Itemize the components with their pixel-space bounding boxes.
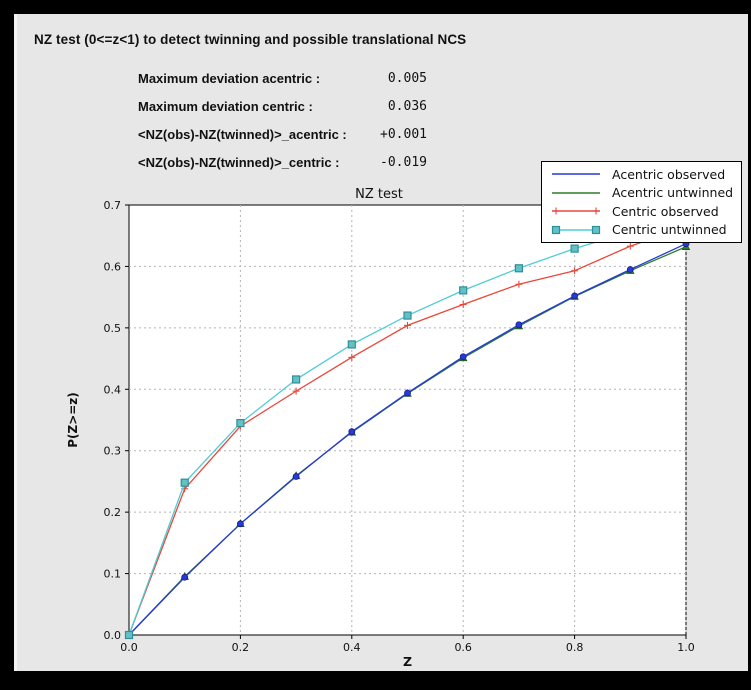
legend-label: Centric untwinned <box>612 222 727 238</box>
marker <box>571 292 578 300</box>
stat-label: Maximum deviation centric : <box>138 99 313 114</box>
series-acentric-observed <box>125 240 690 639</box>
marker <box>348 428 356 436</box>
x-tick-label: 0.0 <box>120 641 138 654</box>
y-tick-label: 0.6 <box>104 260 122 273</box>
legend-label: Acentric untwinned <box>612 185 734 201</box>
legend-sample-square <box>551 225 601 234</box>
marker <box>181 573 189 581</box>
stat-row: <NZ(obs)-NZ(twinned)>_centric : -0.019 <box>17 155 748 171</box>
axes-area <box>128 204 687 636</box>
y-tick-label: 0.2 <box>104 506 122 519</box>
stat-label: <NZ(obs)-NZ(twinned)>_centric : <box>138 155 340 170</box>
legend-label: Acentric observed <box>612 166 726 182</box>
stat-value: -0.019 <box>380 155 427 170</box>
x-tick-label: 0.8 <box>566 641 584 654</box>
marker <box>180 478 189 487</box>
marker <box>236 520 244 528</box>
stat-row: Maximum deviation centric : 0.036 <box>17 99 748 115</box>
y-tick-label: 0.4 <box>104 383 122 396</box>
x-tick-label: 1.0 <box>677 641 695 654</box>
marker <box>292 375 301 384</box>
legend-sample-triangle <box>552 192 600 194</box>
marker <box>236 418 245 428</box>
page-title: NZ test (0<=z<1) to detect twinning and … <box>34 32 467 47</box>
x-axis-label: Z <box>403 654 412 669</box>
marker <box>551 225 561 234</box>
legend-sample-circle <box>552 173 600 175</box>
stat-row: <NZ(obs)-NZ(twinned)>_acentric : +0.001 <box>17 127 748 143</box>
plot-window: NZ test (0<=z<1) to detect twinning and … <box>14 14 748 671</box>
stat-label: <NZ(obs)-NZ(twinned)>_acentric : <box>138 127 347 142</box>
y-axis-label: P(Z>=z) <box>66 392 80 448</box>
stat-value: +0.001 <box>380 127 427 142</box>
legend-row: Centric observed <box>542 203 741 220</box>
marker <box>124 630 134 640</box>
stat-row: Maximum deviation acentric : 0.005 <box>17 71 748 87</box>
legend-sample-plus <box>552 207 600 215</box>
stat-label: Maximum deviation acentric : <box>138 71 321 86</box>
marker <box>292 473 300 480</box>
y-tick-label: 0.5 <box>104 322 122 335</box>
x-tick-label: 0.4 <box>343 641 361 654</box>
marker <box>459 353 467 361</box>
marker <box>459 286 468 295</box>
x-tick-label: 0.2 <box>232 641 250 654</box>
marker <box>403 311 412 320</box>
marker <box>404 389 411 397</box>
marker <box>347 340 356 349</box>
marker <box>515 321 523 329</box>
legend-row: Centric untwinned <box>542 221 741 238</box>
marker <box>570 244 579 253</box>
chart-legend: Acentric observed Acentric untwinned Centr… <box>541 161 742 243</box>
nz-test-chart: 0.0 0.2 0.4 0.6 0.8 1.0 0.0 0.1 0.2 0.3 0.4 0.5 0.6 0… <box>66 187 695 669</box>
marker <box>626 266 634 273</box>
x-tick-label: 0.6 <box>454 641 472 654</box>
legend-row: Acentric untwinned <box>542 184 741 201</box>
chart-title: NZ test <box>355 187 403 202</box>
legend-label: Centric observed <box>612 203 719 219</box>
y-tick-label: 0.1 <box>104 568 122 581</box>
stat-value: 0.005 <box>387 71 427 86</box>
legend-row: Acentric observed <box>542 166 741 183</box>
stat-value: 0.036 <box>387 99 427 114</box>
y-tick-label: 0.7 <box>104 199 122 212</box>
marker <box>514 264 523 273</box>
marker <box>591 225 601 234</box>
y-tick-label: 0.3 <box>104 445 122 458</box>
y-tick-label: 0.0 <box>104 629 122 642</box>
